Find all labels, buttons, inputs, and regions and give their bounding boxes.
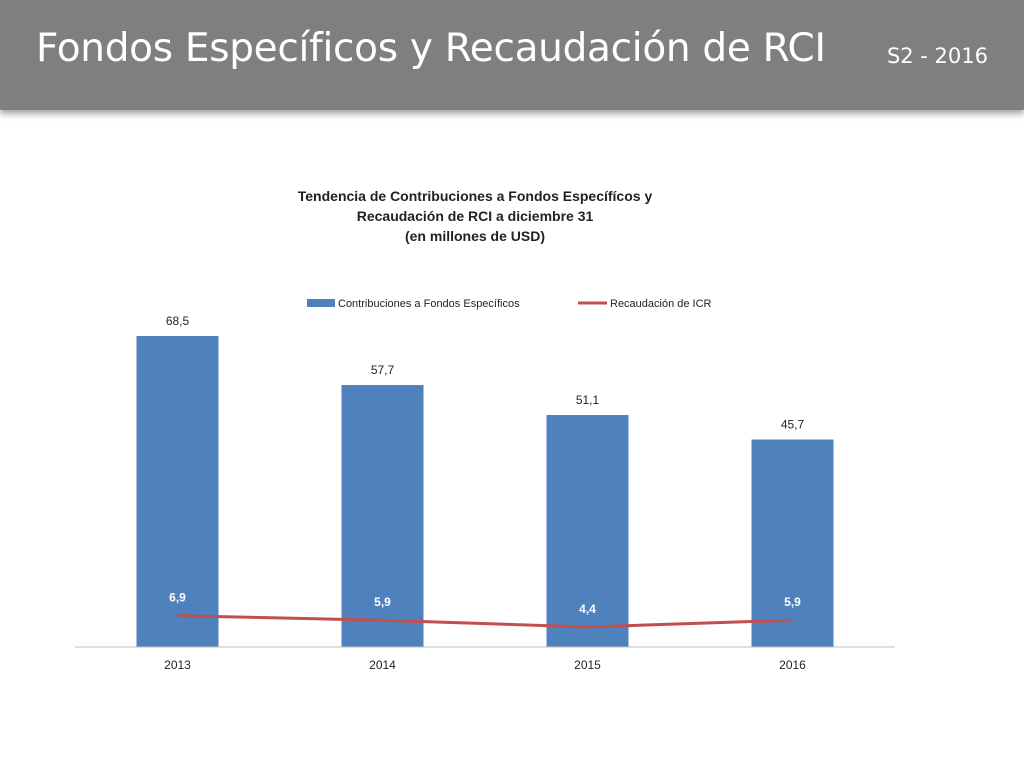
line-label-2013: 6,9 [169, 591, 186, 605]
line-label-2016: 5,9 [784, 595, 801, 609]
bar-2016 [751, 439, 834, 647]
bar-label-2015: 51,1 [576, 393, 600, 407]
legend-swatch-bar [307, 299, 335, 307]
bar-2015 [546, 415, 629, 647]
bar-label-2014: 57,7 [371, 363, 395, 377]
x-tick-label-2015: 2015 [574, 658, 601, 672]
chart-title: Tendencia de Contribuciones a Fondos Esp… [175, 186, 775, 246]
x-tick-label-2016: 2016 [779, 658, 806, 672]
page-subtitle: S2 - 2016 [886, 44, 988, 68]
chart-title-line-2: Recaudación de RCI a diciembre 31 [356, 208, 594, 224]
bar-label-2013: 68,5 [166, 314, 190, 328]
bar-2014 [341, 385, 424, 647]
x-tick-label-2013: 2013 [164, 658, 191, 672]
chart-title-line-1: Tendencia de Contribuciones a Fondos Esp… [297, 188, 653, 204]
line-label-2014: 5,9 [374, 595, 391, 609]
bar-label-2016: 45,7 [781, 418, 805, 432]
legend-label-bar: Contribuciones a Fondos Específicos [338, 298, 520, 310]
line-label-2015: 4,4 [579, 602, 596, 616]
header-bar: Fondos Específicos y Recaudación de RCI … [0, 0, 1024, 110]
chart-title-line-3: (en millones de USD) [404, 228, 546, 244]
bar-2013 [136, 336, 219, 647]
line-recaudacion-icr [177, 614, 793, 629]
page-title: Fondos Específicos y Recaudación de RCI [36, 26, 826, 71]
legend-label-line: Recaudación de ICR [610, 298, 712, 310]
x-tick-label-2014: 2014 [369, 658, 396, 672]
